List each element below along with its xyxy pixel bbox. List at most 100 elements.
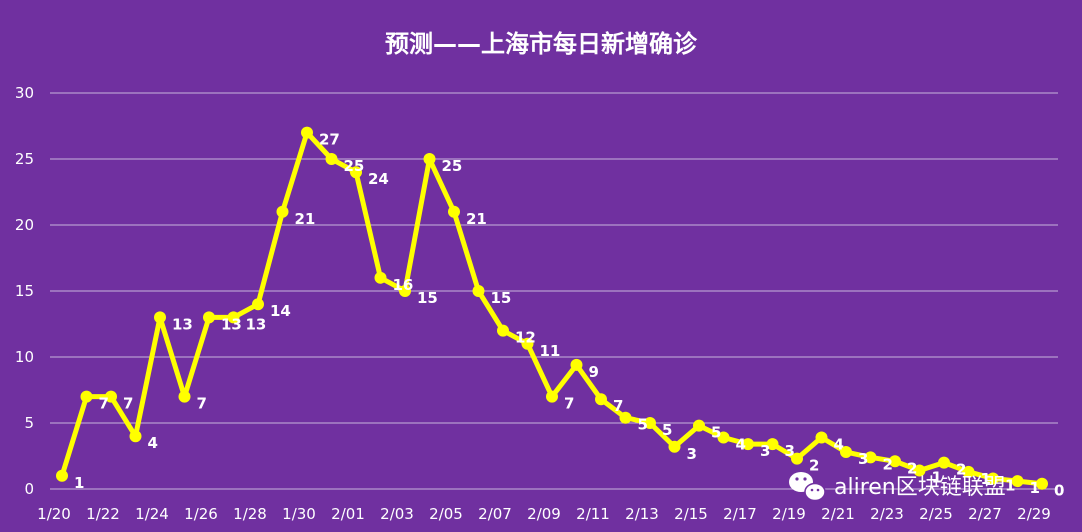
data-label: 4 [148,434,158,452]
data-point [374,271,387,284]
data-label: 15 [417,289,438,307]
data-label: 4 [736,436,746,454]
data-point [350,166,362,179]
data-point [227,311,240,324]
watermark-text: aliren区块链联盟 [834,475,1006,500]
data-point [399,285,411,297]
data-point [619,411,632,424]
x-tick-label: 1/20 [37,505,71,523]
data-point [154,311,166,324]
data-point [570,358,583,371]
data-point [129,430,142,443]
data-point [1036,477,1048,490]
data-label: 13 [221,315,242,333]
data-label: 27 [319,131,340,149]
data-point [864,451,877,464]
data-point [546,390,558,403]
data-label: 3 [760,442,770,460]
data-point [301,126,313,139]
data-label: 7 [197,395,207,413]
y-tick-label: 25 [15,150,34,168]
data-point [595,393,607,406]
data-point [497,324,509,337]
data-label: 16 [393,276,414,294]
watermark: aliren区块链联盟 [789,472,1006,502]
data-label: 4 [834,436,844,454]
series-line-path [59,130,1045,487]
data-label: 24 [368,170,389,188]
data-point [889,455,901,468]
data-point [987,472,999,485]
data-label: 1 [74,474,84,492]
wechat-icon [789,472,826,502]
data-label: 5 [662,421,672,439]
x-tick-label: 2/07 [478,505,512,523]
data-label: 15 [491,289,512,307]
series-line [59,130,1045,487]
data-label: 25 [344,157,365,175]
data-label: 9 [589,363,599,381]
x-tick-label: 2/09 [527,505,561,523]
data-label: 1 [1030,479,1040,497]
data-label: 3 [858,450,868,468]
data-point [717,431,730,444]
data-label: 0 [1054,482,1064,500]
x-tick-label: 2/03 [380,505,414,523]
x-tick-label: 2/05 [429,505,463,523]
data-label: 3 [785,442,795,460]
data-point [423,153,436,165]
data-point [56,469,68,482]
data-label: 7 [564,395,574,413]
y-tick-label: 0 [24,480,34,498]
x-tick-label: 1/26 [184,505,218,523]
data-label: 11 [540,342,561,360]
data-label: 7 [613,397,623,415]
data-label: 5 [638,416,648,434]
data-label: 2 [956,461,966,479]
data-label: 1 [932,469,942,487]
data-label: 2 [907,459,917,477]
y-tick-label: 15 [15,282,34,300]
x-tick-label: 2/17 [723,505,757,523]
data-point [252,298,264,311]
x-tick-label: 1/24 [135,505,169,523]
data-label: 7 [123,395,133,413]
data-point [80,390,93,403]
x-tick-label: 2/29 [1017,505,1051,523]
x-tick-label: 1/28 [233,505,267,523]
y-axis-ticks: 0 5 10 15 20 25 30 [15,84,34,498]
data-point [938,456,950,469]
data-point [1011,475,1024,488]
data-label: 13 [172,315,193,333]
data-point [742,438,754,451]
data-point [913,464,926,477]
data-point [693,419,705,432]
data-point [644,417,656,429]
data-label: 3 [687,445,697,463]
chart-title: 预测——上海市每日新增确诊 [385,30,698,58]
data-label: 13 [246,315,267,333]
x-tick-label: 2/19 [772,505,806,523]
data-label: 2 [883,455,893,473]
data-point [521,337,534,350]
data-point [815,431,828,444]
x-tick-label: 2/15 [674,505,708,523]
x-tick-label: 2/25 [919,505,953,523]
data-point [791,452,803,465]
data-label: 21 [295,210,316,228]
data-label: 12 [515,329,536,347]
series-points [56,126,1048,490]
y-tick-label: 30 [15,84,34,102]
data-point [325,153,338,165]
data-label: 5 [711,424,721,442]
x-tick-label: 2/13 [625,505,659,523]
gridlines [50,92,1058,490]
data-point [105,390,117,403]
y-tick-label: 10 [15,348,34,366]
data-label: 2 [809,457,819,475]
data-label: 14 [270,302,291,320]
data-point [668,440,681,453]
